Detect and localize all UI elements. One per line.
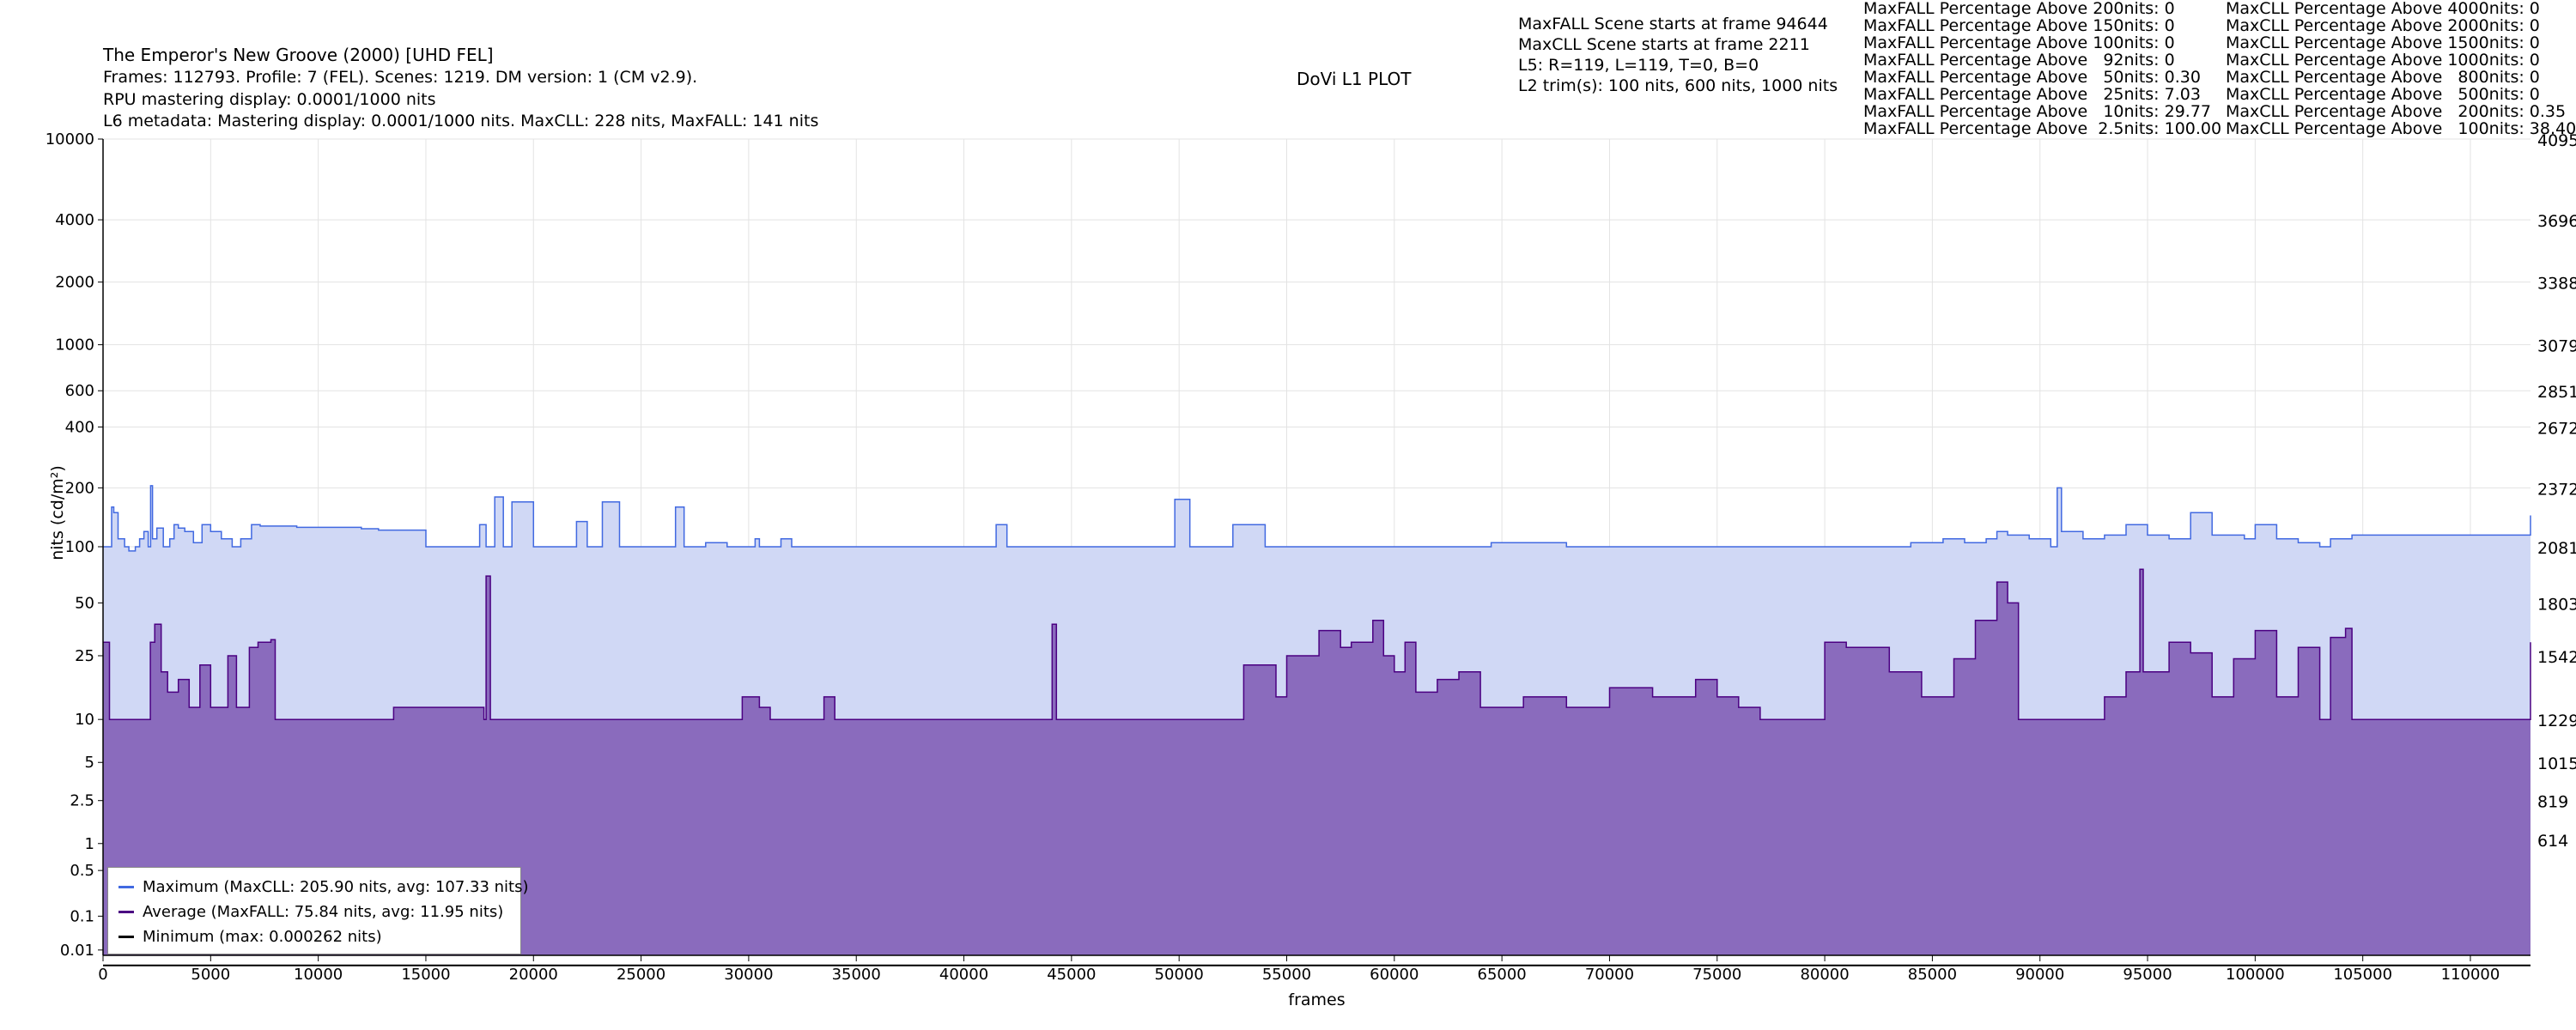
l2-trims-text: L2 trim(s): 100 nits, 600 nits, 1000 nit…: [1518, 76, 1838, 95]
legend-label-average: Average (MaxFALL: 75.84 nits, avg: 11.95…: [143, 902, 504, 921]
x-tick-label: 80000: [1800, 966, 1849, 984]
y-tick-label: 10000: [46, 130, 94, 148]
y-tick-label: 200: [65, 479, 94, 497]
right-axis-label: 4095: [2537, 131, 2576, 150]
y-tick-label: 50: [75, 594, 94, 612]
y-tick-label: 400: [65, 418, 94, 436]
maxcll-stat: MaxCLL Percentage Above 4000nits: 0: [2226, 0, 2540, 18]
right-axis-label: 2081: [2537, 539, 2576, 558]
maxcll-stat: MaxCLL Percentage Above 800nits: 0: [2226, 68, 2540, 87]
average-series-line: [103, 568, 2531, 720]
x-tick-label: 95000: [2123, 966, 2172, 984]
maxfall-stat: MaxFALL Percentage Above 50nits: 0.30: [1863, 68, 2201, 87]
average-area: [103, 569, 2530, 955]
x-axis-title: frames: [1288, 991, 1345, 1009]
l6-line: L6 metadata: Mastering display: 0.0001/1…: [103, 112, 819, 130]
y-tick-label: 100: [65, 538, 94, 556]
maxcll-stat: MaxCLL Percentage Above 500nits: 0: [2226, 85, 2540, 104]
right-axis-label: 614: [2537, 832, 2568, 851]
maxcll-scene-text: MaxCLL Scene starts at frame 2211: [1518, 35, 1810, 54]
maxfall-stat: MaxFALL Percentage Above 92nits: 0: [1863, 51, 2175, 70]
maxfall-stat: MaxFALL Percentage Above 200nits: 0: [1863, 0, 2175, 18]
chart-legend: Maximum (MaxCLL: 205.90 nits, avg: 107.3…: [107, 867, 529, 954]
x-tick-label: 100000: [2226, 966, 2285, 984]
y-tick-label: 1: [85, 835, 94, 853]
x-tick-label: 30000: [724, 966, 773, 984]
plot-name: DoVi L1 PLOT: [1297, 69, 1412, 89]
x-tick-label: 55000: [1262, 966, 1311, 984]
right-axis-label: 3388: [2537, 275, 2576, 294]
right-axis-label: 1803: [2537, 595, 2576, 614]
y-tick-label: 4000: [55, 211, 94, 229]
x-tick-label: 60000: [1370, 966, 1419, 984]
rpu-line: RPU mastering display: 0.0001/1000 nits: [103, 90, 436, 109]
maxfall-stat: MaxFALL Percentage Above 150nits: 0: [1863, 16, 2175, 35]
legend-swatch-average: [118, 910, 134, 913]
y-tick-label: 5: [85, 754, 94, 772]
legend-swatch-maximum: [118, 885, 134, 888]
x-tick-label: 0: [98, 966, 107, 984]
y-tick-label: 2000: [55, 274, 94, 292]
x-tick-label: 65000: [1478, 966, 1527, 984]
y-tick-label: 0.1: [70, 907, 94, 925]
x-tick-label: 75000: [1692, 966, 1741, 984]
maxcll-stat: MaxCLL Percentage Above 100nits: 38.40: [2226, 119, 2576, 138]
maxfall-stat: MaxFALL Percentage Above 100nits: 0: [1863, 33, 2175, 52]
chart-title: The Emperor's New Groove (2000) [UHD FEL…: [103, 45, 494, 65]
y-tick-label: 0.5: [70, 862, 94, 880]
maxcll-stat: MaxCLL Percentage Above 2000nits: 0: [2226, 16, 2540, 35]
maxfall-stat: MaxFALL Percentage Above 2.5nits: 100.00: [1863, 119, 2222, 138]
right-axis-label: 1015: [2537, 754, 2576, 773]
legend-item-minimum: Minimum (max: 0.000262 nits): [118, 924, 382, 948]
l5-text: L5: R=119, L=119, T=0, B=0: [1518, 56, 1759, 75]
maximum-series-line: [103, 485, 2531, 552]
x-tick-label: 25000: [617, 966, 665, 984]
x-tick-label: 70000: [1585, 966, 1634, 984]
right-axis-label: 1229: [2537, 712, 2576, 730]
x-tick-label: 5000: [191, 966, 230, 984]
x-tick-label: 110000: [2441, 966, 2500, 984]
x-tick-label: 105000: [2333, 966, 2392, 984]
legend-item-average: Average (MaxFALL: 75.84 nits, avg: 11.95…: [118, 900, 503, 924]
y-tick-label: 0.01: [60, 942, 94, 960]
legend-item-maximum: Maximum (MaxCLL: 205.90 nits, avg: 107.3…: [118, 875, 529, 899]
maxcll-stat: MaxCLL Percentage Above 1500nits: 0: [2226, 33, 2540, 52]
x-tick-label: 90000: [2015, 966, 2064, 984]
x-tick-label: 85000: [1908, 966, 1957, 984]
maxfall-stat: MaxFALL Percentage Above 10nits: 29.77: [1863, 102, 2212, 121]
x-tick-label: 10000: [294, 966, 343, 984]
maxfall-stat: MaxFALL Percentage Above 25nits: 7.03: [1863, 85, 2201, 104]
legend-label-maximum: Maximum (MaxCLL: 205.90 nits, avg: 107.3…: [143, 877, 529, 896]
x-tick-label: 20000: [509, 966, 558, 984]
x-tick-label: 15000: [401, 966, 450, 984]
right-axis-label: 2851: [2537, 383, 2576, 402]
info-line: Frames: 112793. Profile: 7 (FEL). Scenes…: [103, 68, 698, 87]
y-tick-label: 25: [75, 647, 94, 665]
y-tick-label: 10: [75, 711, 94, 729]
maxcll-stat: MaxCLL Percentage Above 1000nits: 0: [2226, 51, 2540, 70]
y-axis-title: nits (cd/m²): [48, 465, 67, 560]
legend-label-minimum: Minimum (max: 0.000262 nits): [143, 927, 382, 946]
right-axis-label: 3079: [2537, 337, 2576, 356]
right-axis-label: 2372: [2537, 480, 2576, 499]
x-tick-label: 40000: [939, 966, 988, 984]
x-tick-label: 50000: [1155, 966, 1204, 984]
right-axis-label: 1542: [2537, 648, 2576, 667]
x-tick-label: 35000: [832, 966, 881, 984]
maxfall-scene-text: MaxFALL Scene starts at frame 94644: [1518, 15, 1828, 33]
maxcll-stat: MaxCLL Percentage Above 200nits: 0.35: [2226, 102, 2567, 121]
right-axis-label: 2672: [2537, 419, 2576, 438]
legend-swatch-minimum: [118, 935, 134, 938]
right-axis-label: 3696: [2537, 212, 2576, 231]
y-tick-label: 2.5: [70, 792, 94, 810]
y-tick-label: 600: [65, 382, 94, 400]
x-tick-label: 45000: [1047, 966, 1096, 984]
y-tick-label: 1000: [55, 336, 94, 354]
right-axis-label: 819: [2537, 793, 2568, 812]
